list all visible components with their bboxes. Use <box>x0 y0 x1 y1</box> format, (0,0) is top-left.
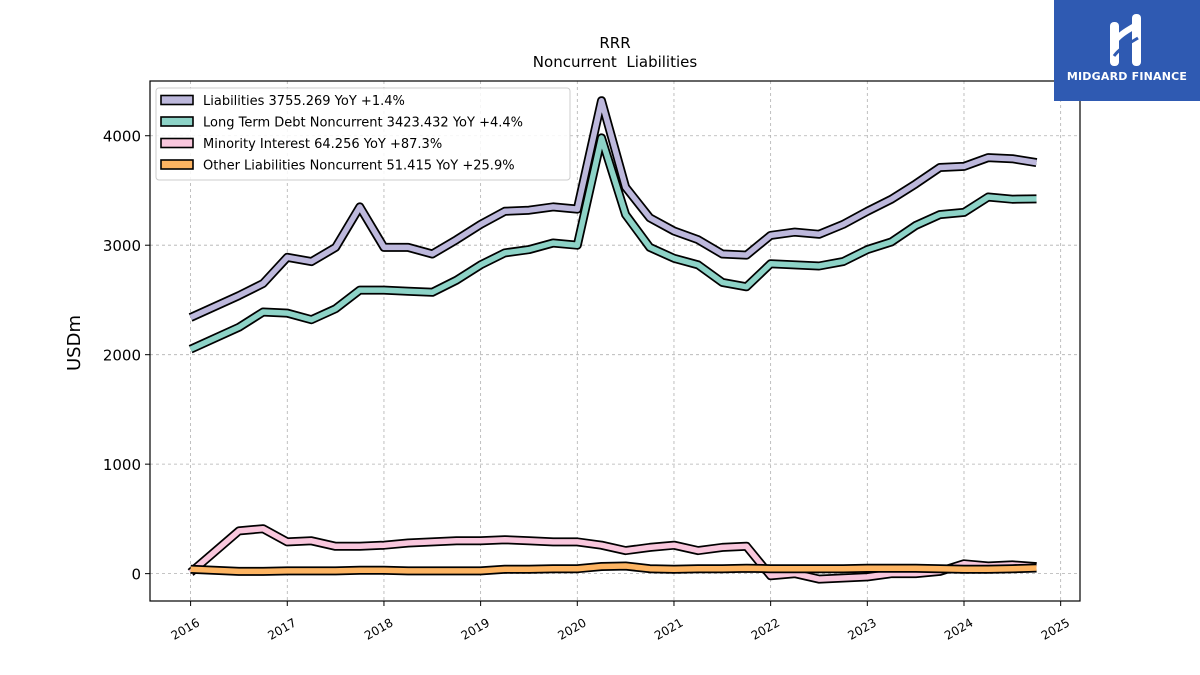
y-tick-label: 4000 <box>103 128 141 146</box>
logo-mark-icon <box>1110 14 1141 66</box>
series-line <box>189 97 1037 321</box>
x-tick-label: 2020 <box>555 615 588 642</box>
x-tick-label: 2023 <box>845 615 878 642</box>
legend-swatch <box>160 116 194 127</box>
x-tick-label: 2022 <box>749 615 782 642</box>
x-tick-label: 2019 <box>459 615 492 642</box>
x-tick-label: 2018 <box>362 615 395 642</box>
plot-lines <box>187 96 1038 584</box>
x-tick-label: 2016 <box>169 615 202 642</box>
x-tick-label: 2024 <box>942 615 975 642</box>
legend: Liabilities 3755.269 YoY +1.4% Long Term … <box>155 87 571 181</box>
y-tick-label: 3000 <box>103 237 141 255</box>
legend-swatch <box>160 159 194 170</box>
midgard-finance-logo: MIDGARD FINANCE <box>1054 0 1200 101</box>
series-line <box>190 563 1037 575</box>
series-line <box>189 135 1037 352</box>
y-axis-label: USDm <box>64 315 85 371</box>
legend-box <box>155 87 571 181</box>
x-tick-label: 2021 <box>652 615 685 642</box>
chart-subtitle: Noncurrent Liabilities <box>533 53 698 71</box>
legend-label: Minority Interest 64.256 YoY +87.3% <box>203 137 442 152</box>
y-tick-label: 0 <box>131 566 141 584</box>
y-tick-label: 2000 <box>103 347 141 365</box>
x-tick-label: 2017 <box>265 615 298 642</box>
legend-swatch <box>160 94 194 106</box>
chart-title: RRR <box>599 34 630 52</box>
axes-frame <box>149 80 1081 602</box>
x-tick-label: 2025 <box>1039 615 1072 642</box>
legend-label: Liabilities 3755.269 YoY +1.4% <box>203 94 405 109</box>
legend-swatch <box>160 137 194 149</box>
y-tick-label: 1000 <box>103 456 141 474</box>
logo-text: MIDGARD FINANCE <box>1066 70 1188 83</box>
legend-label: Other Liabilities Noncurrent 51.415 YoY … <box>203 159 515 174</box>
series-line <box>188 525 1037 582</box>
legend-label: Long Term Debt Noncurrent 3423.432 YoY +… <box>203 116 523 131</box>
